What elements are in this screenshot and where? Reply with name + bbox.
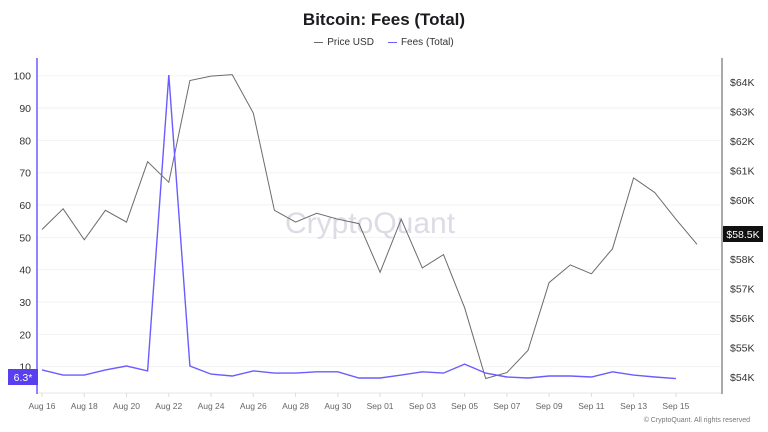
right-axis-tick-label: $54K (730, 372, 755, 384)
right-axis-tick-label: $62K (730, 136, 755, 148)
left-axis-tick-label: 100 (13, 71, 31, 83)
left-axis-tick-label: 10 (19, 362, 31, 374)
left-axis-tick-label: 50 (19, 232, 31, 244)
left-axis-tick-label: 70 (19, 168, 31, 180)
legend-label-price: Price USD (327, 37, 374, 48)
right-axis-tick-label: $61K (730, 166, 755, 178)
chart-title: Bitcoin: Fees (Total) (302, 10, 466, 29)
price-current-value: $58.5K (726, 229, 759, 241)
x-axis: Aug 16 Aug 18 Aug 20 Aug 22 Aug 24 Aug 26 Aug … (29, 392, 721, 411)
fees-total-line[interactable] (41, 75, 676, 380)
right-axis-tick-label: $63K (730, 107, 755, 119)
left-axis-tick-label: 90 (19, 103, 31, 115)
copyright-notice: © CryptoQuant. All rights reserved (643, 417, 750, 424)
watermark: CryptoQuant (285, 207, 456, 240)
left-y-axis: 10 20 30 40 50 60 70 80 90 100 (13, 58, 38, 394)
price-usd-line[interactable] (41, 74, 698, 380)
gridlines (38, 75, 721, 368)
legend-item-fees[interactable]: Fees (Total) (387, 37, 454, 48)
x-axis-tick-label: Sep 05 (451, 401, 478, 411)
x-axis-tick-label: Sep 07 (493, 401, 520, 411)
right-axis-tick-label: $64K (730, 77, 755, 89)
x-axis-tick-label: Aug 30 (324, 401, 351, 411)
legend-item-price[interactable]: Price USD (314, 37, 374, 48)
price-swatch-icon (314, 41, 324, 44)
x-axis-tick-label: Sep 09 (536, 401, 563, 411)
right-axis-tick-label: $60K (730, 195, 755, 207)
x-axis-tick-label: Aug 20 (113, 401, 140, 411)
left-axis-tick-label: 80 (19, 135, 31, 147)
price-current-badge: $58.5K (723, 226, 763, 242)
x-axis-tick-label: Aug 24 (198, 401, 225, 411)
x-axis-tick-label: Aug 18 (71, 401, 98, 411)
x-axis-tick-label: Sep 03 (409, 401, 436, 411)
right-axis-tick-label: $55K (730, 343, 755, 355)
x-axis-tick-label: Aug 16 (29, 401, 56, 411)
legend-label-fees: Fees (Total) (400, 37, 454, 48)
x-axis-tick-label: Aug 22 (155, 401, 182, 411)
left-axis-tick-label: 30 (19, 297, 31, 309)
right-axis-tick-label: $57K (730, 284, 755, 296)
x-axis-tick-label: Aug 26 (240, 401, 267, 411)
left-axis-tick-label: 40 (19, 265, 31, 277)
right-axis-tick-label: $56K (730, 313, 755, 325)
fees-current-value: 6.3* (14, 372, 33, 384)
fees-current-badge: 6.3* (8, 369, 38, 385)
right-axis-tick-label: $58K (730, 254, 755, 266)
x-axis-tick-label: Sep 11 (578, 401, 605, 411)
left-axis-tick-label: 20 (19, 329, 31, 341)
fees-swatch-icon (387, 41, 397, 44)
x-axis-tick-label: Sep 01 (367, 401, 394, 411)
x-axis-tick-label: Sep 13 (620, 401, 647, 411)
chart-legend: Price USD Fees (Total) (0, 37, 768, 48)
x-axis-tick-label: Aug 28 (282, 401, 309, 411)
left-axis-tick-label: 60 (19, 200, 31, 212)
x-axis-tick-label: Sep 15 (662, 401, 689, 411)
